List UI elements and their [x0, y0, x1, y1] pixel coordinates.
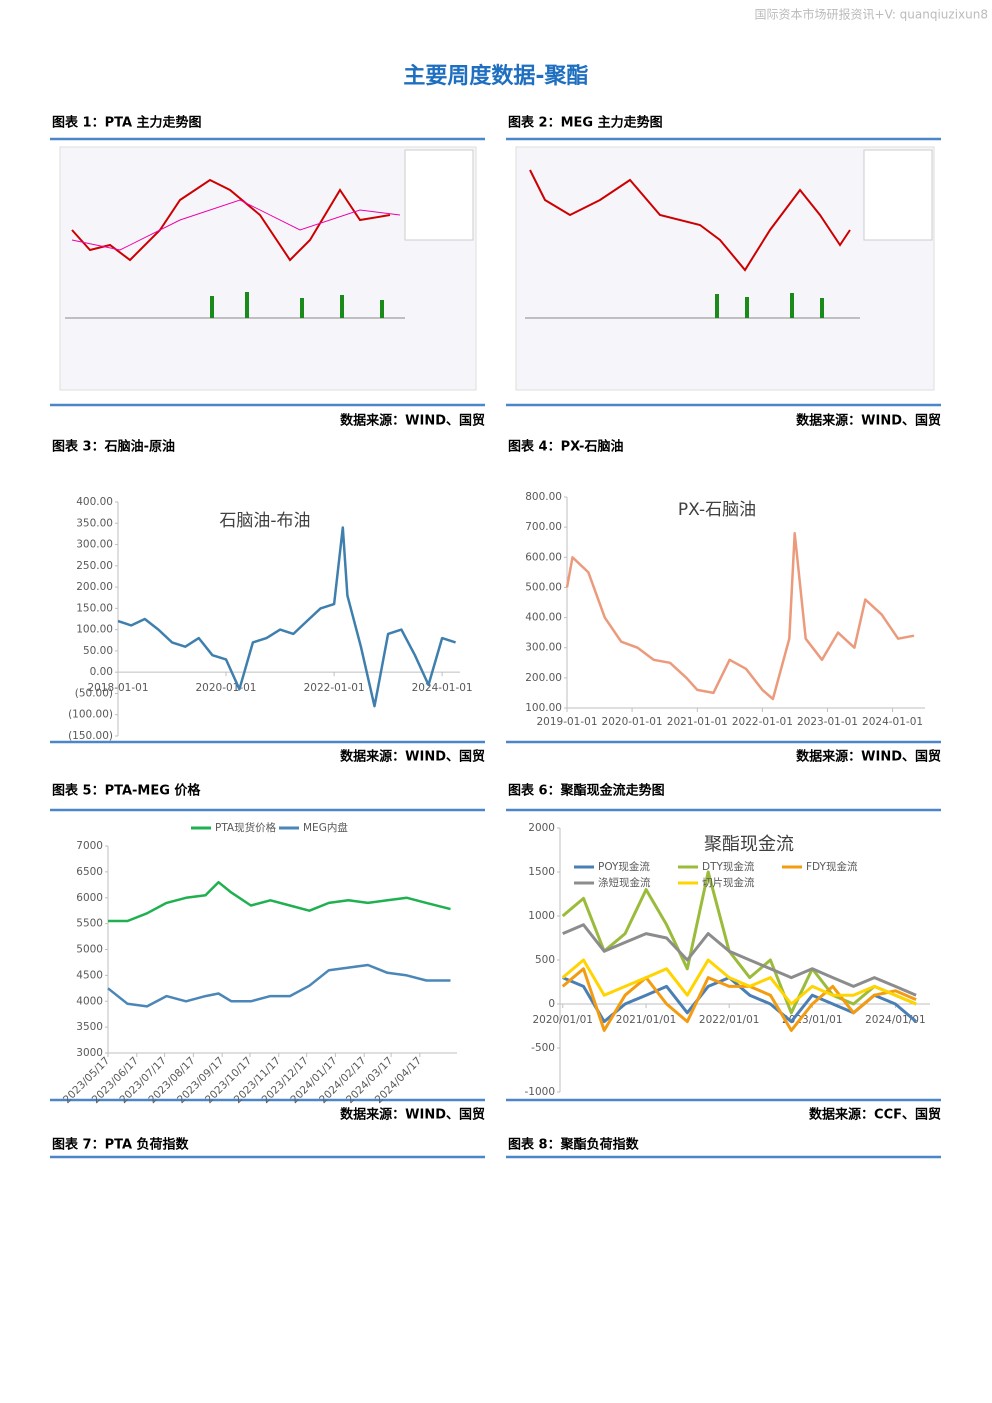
x-tick-label: 2024/01/01	[865, 1014, 926, 1026]
y-tick-label: 5500	[76, 918, 103, 930]
figure-source: 数据来源：WIND、国贸	[340, 1107, 485, 1123]
y-tick-label: 5000	[76, 944, 103, 956]
x-tick-label: 2022-01-01	[304, 682, 365, 694]
series-line	[108, 880, 451, 923]
figure-caption: 图表 2：MEG 主力走势图	[508, 115, 663, 131]
y-tick-label: 6500	[76, 866, 103, 878]
figure-source: 数据来源：WIND、国贸	[796, 413, 941, 429]
chart: (150.00) (100.00) (50.00) 0.00 50.00 100.00 15…	[68, 496, 473, 742]
figure-source: 数据来源：WIND、国贸	[340, 749, 485, 765]
y-tick-label: -500	[531, 1042, 555, 1054]
y-tick-label: 300.00	[525, 642, 562, 654]
y-tick-label: 7000	[76, 840, 103, 852]
x-tick-label: 2020/01/01	[532, 1014, 593, 1026]
legend-label: MEG内盘	[303, 821, 348, 834]
y-tick-label: -1000	[524, 1086, 555, 1098]
y-tick-label: 6000	[76, 892, 103, 904]
x-tick-label: 2022-01-01	[732, 716, 793, 728]
y-tick-label: 200.00	[76, 581, 113, 593]
series-line	[561, 967, 917, 1032]
y-tick-label: 250.00	[76, 560, 113, 572]
y-tick-label: 800.00	[525, 491, 562, 503]
y-tick-label: 1500	[528, 866, 555, 878]
series-line	[561, 958, 917, 1006]
y-tick-label: 100.00	[76, 624, 113, 636]
y-tick-label: 3500	[76, 1021, 103, 1033]
x-tick-label: 2018-01-01	[87, 682, 148, 694]
y-tick-label: 50.00	[83, 645, 113, 657]
y-tick-label: 0.00	[90, 666, 113, 678]
series-line	[562, 923, 917, 997]
screenshot-meg	[515, 146, 935, 391]
y-tick-label: (150.00)	[68, 730, 113, 742]
legend-label: POY现金流	[598, 860, 650, 873]
figure-caption: 图表 5：PTA-MEG 价格	[52, 783, 201, 799]
y-tick-label: 0	[548, 998, 555, 1010]
y-tick-label: 400.00	[525, 612, 562, 624]
y-tick-label: 600.00	[525, 551, 562, 563]
figure-caption: 图表 8：聚酯负荷指数	[508, 1137, 640, 1153]
legend-label: 切片现金流	[702, 876, 755, 889]
x-tick-label: 2019-01-01	[536, 716, 597, 728]
y-tick-label: 350.00	[76, 517, 113, 529]
y-tick-label: 100.00	[525, 702, 562, 714]
series-line	[565, 531, 915, 701]
y-tick-label: 1000	[528, 910, 555, 922]
series-line	[561, 870, 917, 1015]
chart-title: 石脑油-布油	[219, 511, 310, 531]
header: 国际资本市场研报资讯+V: quanqiuzixun8	[755, 7, 988, 22]
y-tick-label: 300.00	[76, 539, 113, 551]
x-tick-label: 2021-01-01	[667, 716, 728, 728]
x-tick-label: 2020-01-01	[602, 716, 663, 728]
y-tick-label: 3000	[76, 1047, 103, 1059]
series-line	[107, 963, 451, 1008]
x-tick-label: 2022/01/01	[699, 1014, 760, 1026]
y-tick-label: 4500	[76, 969, 103, 981]
y-tick-label: 400.00	[76, 496, 113, 508]
legend-label: 涤短现金流	[598, 876, 651, 889]
y-tick-label: (100.00)	[68, 709, 113, 721]
screenshot-pta	[59, 146, 477, 391]
chart: -1000 -500 0 500 1000 1500 2000 2020/01/01 2021/…	[524, 822, 930, 1098]
chart: 3000350040004500500055006000650070002023…	[61, 821, 457, 1106]
legend-label: FDY现金流	[806, 860, 858, 873]
legend-label: DTY现金流	[702, 860, 755, 873]
chart-title: 聚酯现金流	[704, 834, 794, 855]
chart-title: PX-石脑油	[678, 500, 756, 520]
y-tick-label: 200.00	[525, 672, 562, 684]
legend-label: PTA现货价格	[215, 821, 277, 834]
chart: 100.00 200.00 300.00 400.00 500.00 600.00 700.…	[525, 491, 925, 728]
figure-source: 数据来源：WIND、国贸	[340, 413, 485, 429]
figure-source: 数据来源：WIND、国贸	[796, 749, 941, 765]
page-title: 主要周度数据-聚酯	[403, 63, 588, 89]
x-tick-label: 2023-01-01	[797, 716, 858, 728]
x-tick-label: 2024-01-01	[862, 716, 923, 728]
figure-caption: 图表 6：聚酯现金流走势图	[508, 783, 665, 799]
y-tick-label: 500.00	[525, 581, 562, 593]
figure-source: 数据来源：CCF、国贸	[809, 1107, 941, 1123]
figure-caption: 图表 1：PTA 主力走势图	[52, 115, 202, 131]
x-tick-label: 2024-01-01	[412, 682, 473, 694]
y-tick-label: 150.00	[76, 602, 113, 614]
y-tick-label: 4000	[76, 995, 103, 1007]
figure-caption: 图表 3：石脑油-原油	[52, 439, 175, 455]
x-tick-label: 2021/01/01	[616, 1014, 677, 1026]
y-tick-label: 700.00	[525, 521, 562, 533]
y-tick-label: 2000	[528, 822, 555, 834]
figure-caption: 图表 7：PTA 负荷指数	[52, 1137, 190, 1153]
x-tick-label: 2020-01-01	[195, 682, 256, 694]
figure-caption: 图表 4：PX-石脑油	[508, 439, 623, 455]
series-line	[117, 526, 456, 708]
y-tick-label: (50.00)	[75, 687, 113, 699]
y-tick-label: 500	[535, 954, 555, 966]
